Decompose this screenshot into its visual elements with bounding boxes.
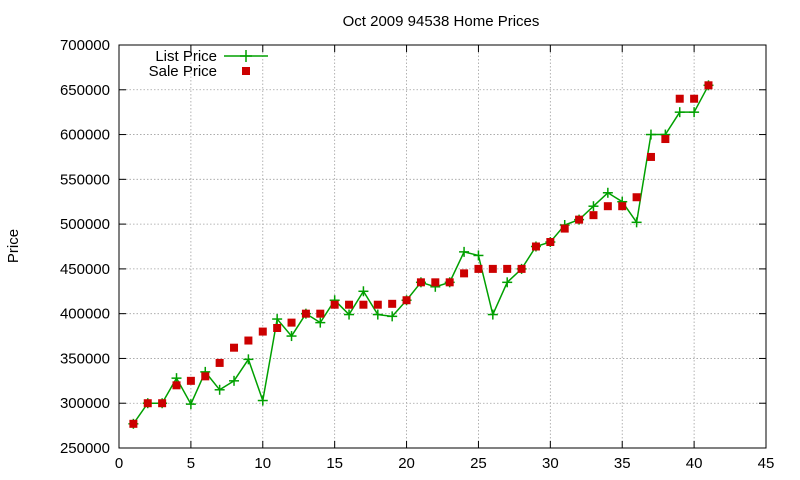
list-price-point: [631, 217, 642, 228]
sale-price-point: [632, 193, 641, 202]
sale-price-point: [345, 300, 354, 309]
sale-price-point: [172, 381, 181, 390]
y-tick-label: 550000: [60, 171, 110, 188]
x-tick-label: 20: [398, 455, 415, 472]
x-tick-label: 15: [326, 455, 343, 472]
y-tick-label: 500000: [60, 216, 110, 233]
list-price-point: [588, 201, 599, 212]
series-layer: [128, 80, 714, 429]
sale-price-point: [460, 269, 469, 278]
sale-price-point: [129, 419, 138, 428]
ticks-layer: 0 5 10 15 20 25 30 35 40 45 250000 300000 350000 4000…: [60, 37, 774, 472]
sale-price-point: [158, 399, 167, 408]
sale-price-point: [589, 211, 598, 220]
list-price-point: [689, 107, 700, 118]
x-tick-label: 40: [686, 455, 703, 472]
list-price-point: [229, 375, 240, 386]
sale-price-point: [431, 278, 440, 287]
sale-price-point: [215, 358, 224, 367]
list-price-point: [473, 250, 484, 261]
sale-price-point: [388, 299, 397, 308]
list-price-point: [502, 277, 513, 288]
sale-price-point: [359, 300, 368, 309]
x-tick-label: 25: [470, 455, 487, 472]
sale-price-point: [546, 238, 555, 247]
list-price-point: [214, 384, 225, 395]
x-tick-label: 0: [115, 455, 123, 472]
legend-label-list-price: List Price: [155, 48, 217, 65]
x-tick-label: 30: [542, 455, 559, 472]
sale-price-point: [416, 278, 425, 287]
y-tick-label: 350000: [60, 350, 110, 367]
sale-price-point: [445, 278, 454, 287]
list-price-point: [674, 107, 685, 118]
list-price-point: [387, 311, 398, 322]
sale-price-point: [560, 224, 569, 233]
list-price-point: [344, 309, 355, 320]
sale-price-point: [143, 399, 152, 408]
sale-price-point: [690, 94, 699, 103]
list-price-point: [487, 309, 498, 320]
sale-price-point: [618, 202, 627, 211]
sale-price-point: [287, 318, 296, 327]
sale-price-point: [258, 327, 267, 336]
chart-title: Oct 2009 94538 Home Prices: [343, 13, 540, 30]
sale-price-point: [273, 323, 282, 332]
list-price-point: [185, 399, 196, 410]
sale-price-point: [661, 135, 670, 144]
list-price-point: [272, 314, 283, 325]
sale-price-point: [330, 300, 339, 309]
legend: List Price Sale Price: [149, 48, 268, 80]
list-price-point: [459, 246, 470, 257]
sale-price-point: [373, 300, 382, 309]
y-tick-label: 400000: [60, 306, 110, 323]
list-price-point: [358, 286, 369, 297]
x-tick-label: 5: [187, 455, 195, 472]
y-tick-label: 700000: [60, 37, 110, 54]
list-price-point: [645, 129, 656, 140]
sale-price-point: [186, 376, 195, 385]
list-price-point: [372, 309, 383, 320]
legend-label-sale-price: Sale Price: [149, 63, 217, 80]
x-tick-label: 35: [614, 455, 631, 472]
legend-marker-list-price: [240, 50, 252, 62]
y-tick-label: 300000: [60, 395, 110, 412]
sale-price-point: [503, 264, 512, 273]
x-tick-label: 45: [758, 455, 775, 472]
list-price-point: [315, 317, 326, 328]
legend-marker-sale-price: [242, 67, 250, 75]
sale-price-point: [301, 309, 310, 318]
sale-price-point: [646, 152, 655, 161]
sale-price-point: [517, 264, 526, 273]
list-price-point: [602, 187, 613, 198]
sale-price-point: [230, 343, 239, 352]
sale-price-point: [531, 242, 540, 251]
y-tick-label: 450000: [60, 261, 110, 278]
sale-price-point: [675, 94, 684, 103]
sale-price-point: [201, 372, 210, 381]
sale-price-point: [316, 309, 325, 318]
x-tick-label: 10: [254, 455, 271, 472]
list-price-point: [286, 331, 297, 342]
sale-price-point: [244, 336, 253, 345]
list-price-point: [243, 354, 254, 365]
plot-frame: [118, 44, 767, 449]
sale-price-point: [575, 215, 584, 224]
sale-price-point: [704, 81, 713, 90]
sale-price-point: [474, 264, 483, 273]
sale-price-point: [402, 296, 411, 305]
sale-price-point: [603, 202, 612, 211]
y-tick-label: 250000: [60, 440, 110, 457]
y-tick-label: 650000: [60, 82, 110, 99]
y-tick-label: 600000: [60, 127, 110, 144]
sale-price-point: [488, 264, 497, 273]
y-axis-label: Price: [5, 229, 22, 263]
list-price-point: [257, 395, 268, 406]
grid-layer: [119, 45, 766, 448]
